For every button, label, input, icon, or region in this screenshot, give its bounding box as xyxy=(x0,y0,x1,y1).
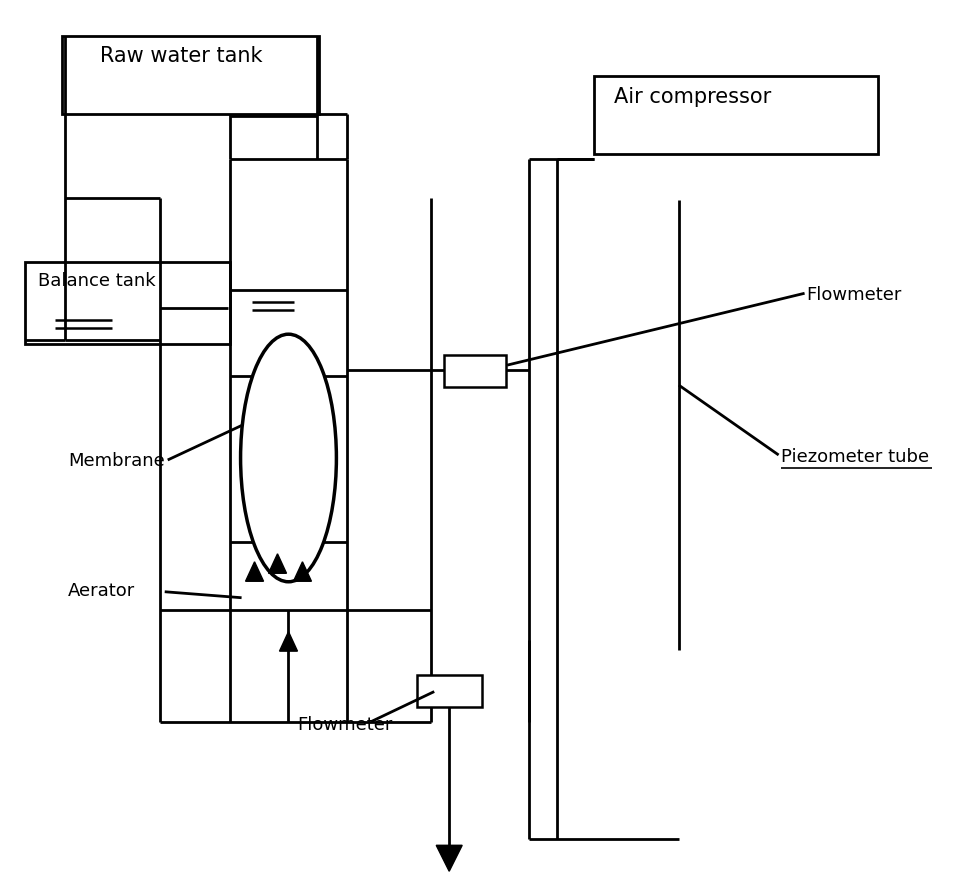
Polygon shape xyxy=(436,846,462,872)
Text: Flowmeter: Flowmeter xyxy=(297,715,392,733)
Polygon shape xyxy=(268,553,287,573)
Polygon shape xyxy=(245,561,264,581)
Text: Balance tank: Balance tank xyxy=(38,273,156,291)
Text: Flowmeter: Flowmeter xyxy=(806,286,902,304)
Text: Raw water tank: Raw water tank xyxy=(100,46,263,66)
Text: Aerator: Aerator xyxy=(68,582,135,600)
Text: Membrane: Membrane xyxy=(68,452,165,470)
Bar xyxy=(62,36,320,114)
Bar xyxy=(25,262,230,344)
Ellipse shape xyxy=(240,334,336,582)
Bar xyxy=(418,675,483,706)
Bar xyxy=(594,76,879,154)
Text: Piezometer tube: Piezometer tube xyxy=(781,448,928,466)
Polygon shape xyxy=(279,632,297,651)
Bar xyxy=(444,355,506,387)
Polygon shape xyxy=(294,561,311,581)
Text: Air compressor: Air compressor xyxy=(614,87,771,106)
